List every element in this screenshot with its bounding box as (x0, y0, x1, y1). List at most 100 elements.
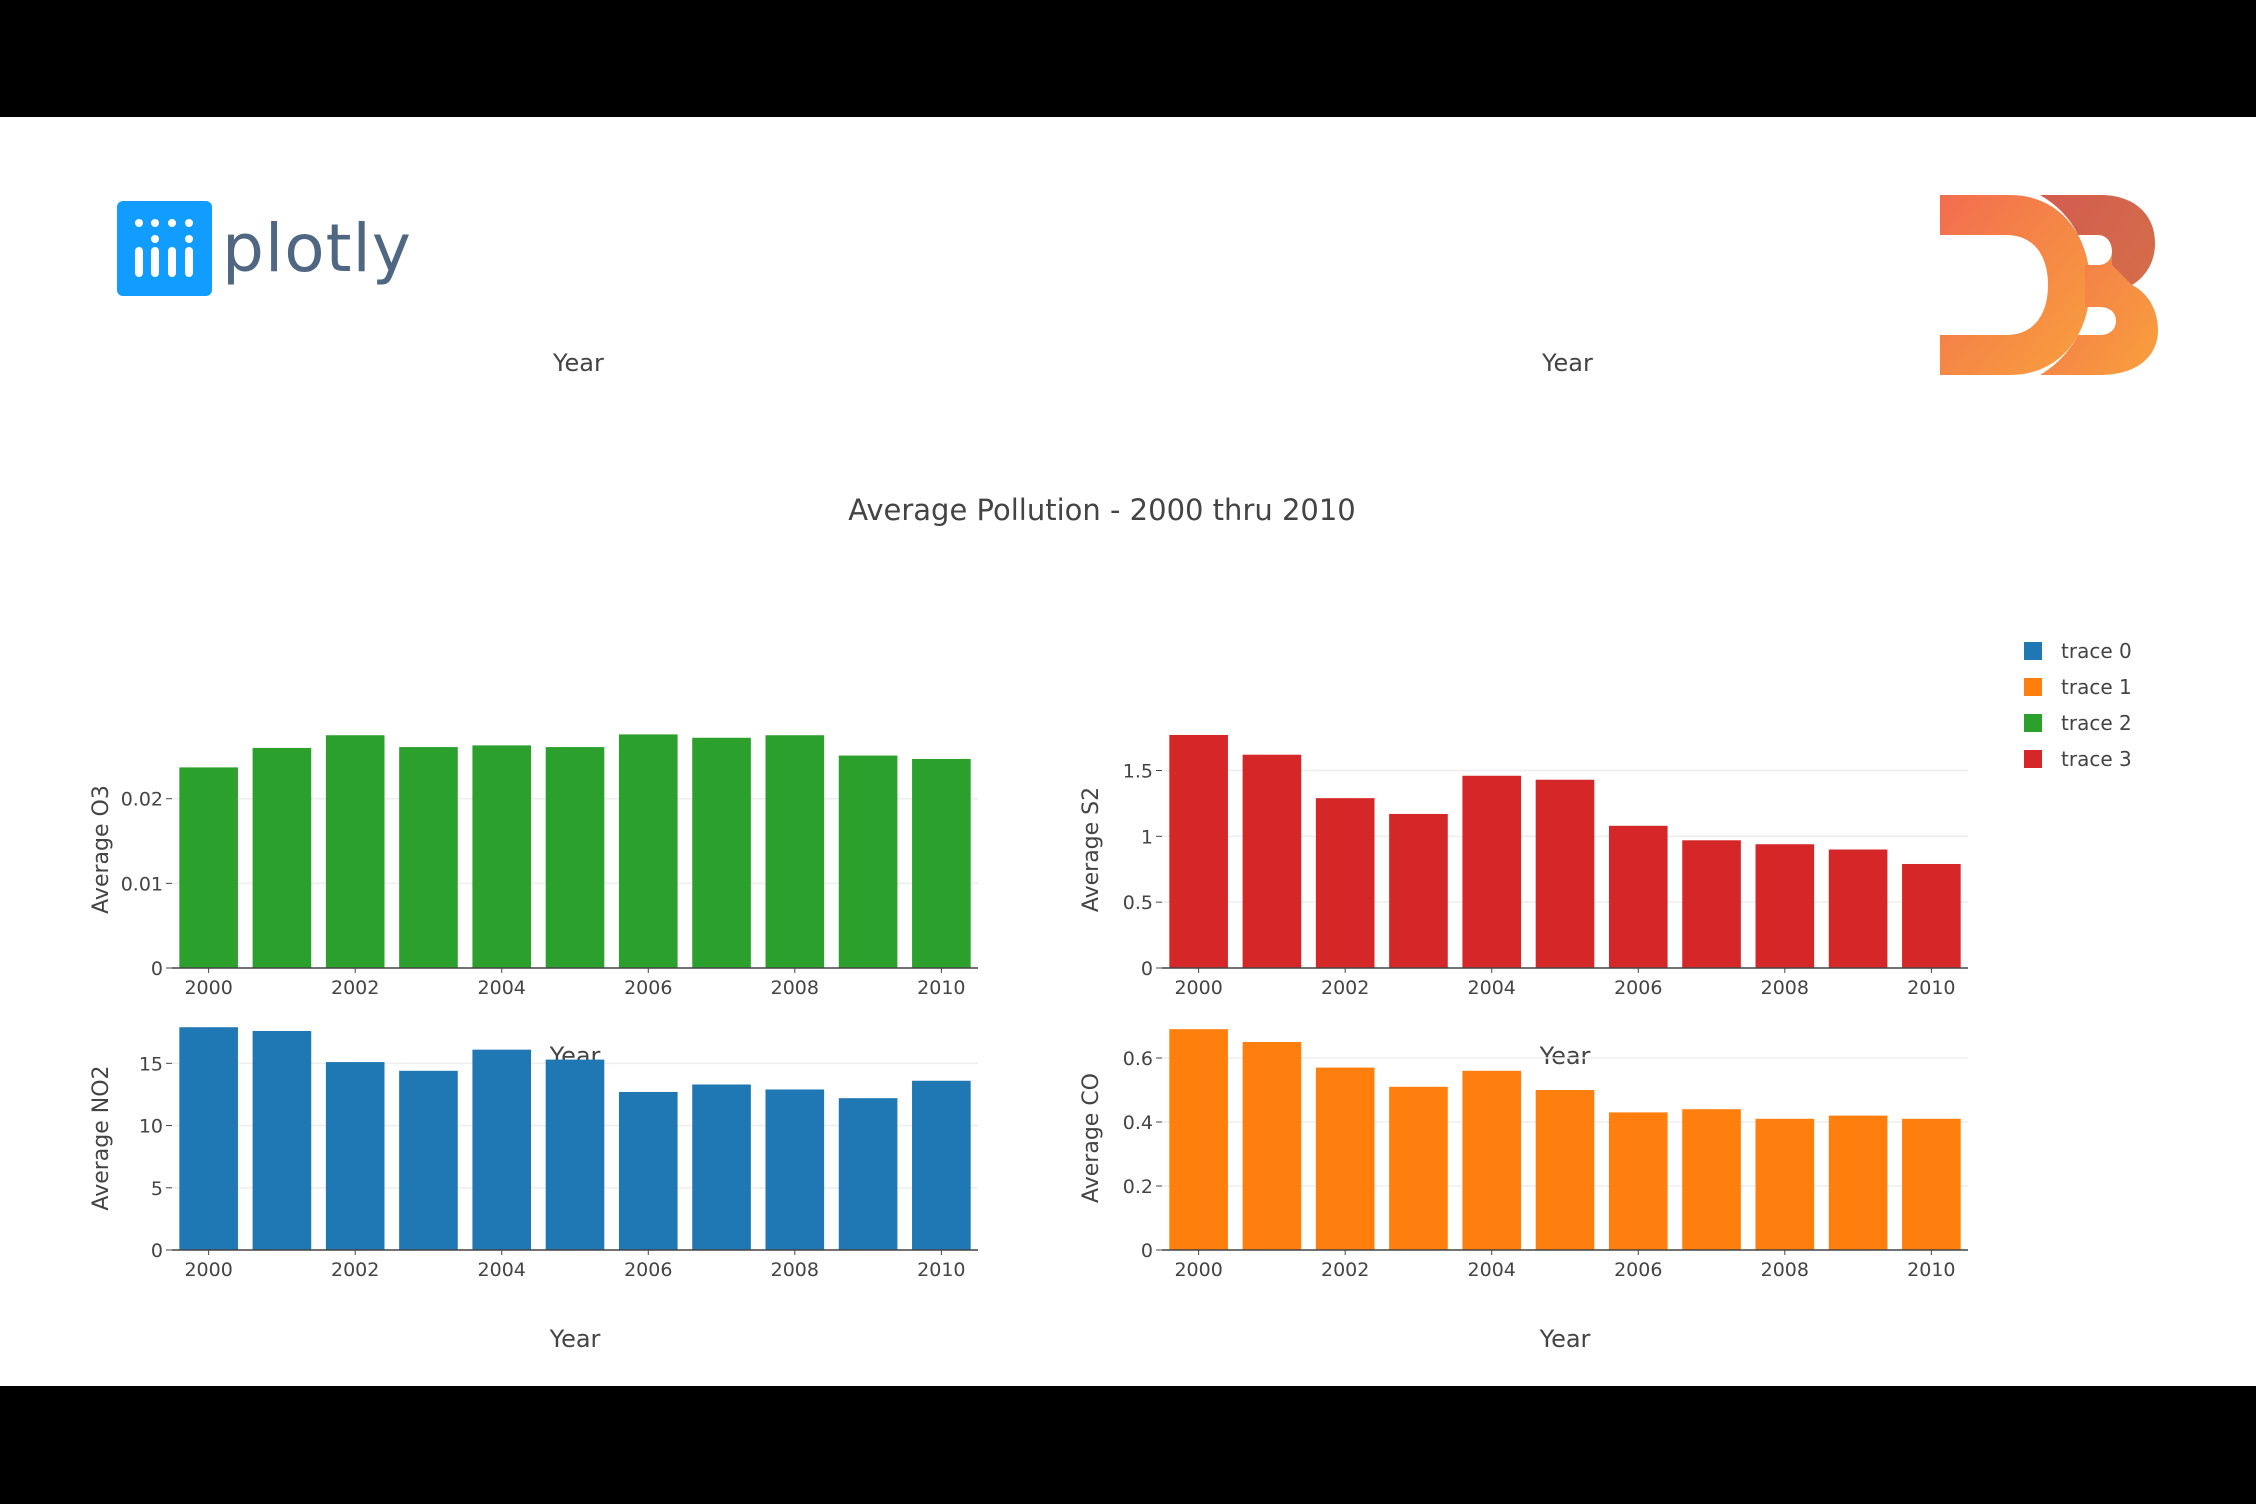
legend-label: trace 1 (2061, 675, 2132, 699)
bar (838, 755, 898, 968)
y-tick-label: 0 (1141, 958, 1153, 980)
y-tick-label: 0.01 (121, 873, 163, 895)
bar (179, 1027, 238, 1250)
bar (1755, 1118, 1815, 1250)
x-tick-label: 2004 (478, 1259, 526, 1281)
bar (1389, 813, 1448, 968)
legend-item[interactable]: trace 1 (2024, 669, 2132, 705)
x-tick-label: 2000 (1174, 1259, 1222, 1281)
x-tick-label: 2004 (1468, 977, 1516, 999)
x-tick-label: 2008 (771, 977, 819, 999)
bar (545, 747, 605, 968)
x-tick-label: 2010 (917, 1259, 965, 1281)
bar (1242, 754, 1302, 968)
y-tick-label: 0.6 (1123, 1048, 1153, 1070)
y-axis-label: Average CO (1079, 1073, 1104, 1203)
bar (838, 1098, 898, 1250)
x-tick-label: 2008 (1761, 1259, 1809, 1281)
x-tick-label: 2010 (1907, 977, 1955, 999)
legend-item[interactable]: trace 3 (2024, 741, 2132, 777)
legend: trace 0 trace 1 trace 2 trace 3 (2024, 633, 2132, 777)
x-tick-label: 2006 (1614, 1259, 1662, 1281)
y-tick-label: 0 (1141, 1240, 1153, 1262)
y-tick-label: 0 (151, 958, 163, 980)
x-tick-label: 2006 (1614, 977, 1662, 999)
legend-item[interactable]: trace 0 (2024, 633, 2132, 669)
bar (765, 1089, 825, 1250)
x-tick-label: 2006 (624, 1259, 672, 1281)
bar (765, 735, 825, 968)
bar (325, 1062, 385, 1250)
y-tick-label: 0.4 (1123, 1112, 1153, 1134)
bar (399, 747, 458, 968)
bar (1535, 1090, 1595, 1250)
chart-title: Average Pollution - 2000 thru 2010 (848, 493, 1356, 527)
x-axis-label: Year (549, 1325, 601, 1353)
bar (1682, 1109, 1741, 1250)
x-tick-label: 2006 (624, 977, 672, 999)
y-tick-label: 10 (139, 1116, 163, 1138)
bar (912, 1080, 971, 1250)
bar (1535, 779, 1595, 968)
legend-swatch (2024, 714, 2042, 732)
bar (545, 1059, 605, 1250)
y-axis-label: Average S2 (1079, 787, 1104, 912)
bar (252, 747, 312, 968)
y-tick-label: 0.2 (1123, 1176, 1153, 1198)
bar (618, 734, 678, 968)
bar (1462, 775, 1522, 968)
d3-logo (1940, 195, 2158, 375)
x-tick-label: 2010 (1907, 1259, 1955, 1281)
subplots-svg: 0 0.01 0.02 2000 2002 2004 2006 2008 2010 Average… (89, 734, 1968, 1353)
x-tick-label: 2004 (478, 977, 526, 999)
bar (399, 1070, 458, 1250)
bar (1682, 840, 1741, 968)
bar (1902, 1118, 1961, 1250)
bar (1169, 1029, 1228, 1250)
legend-label: trace 2 (2061, 711, 2132, 735)
bar (472, 1049, 532, 1250)
bar (1828, 1115, 1888, 1250)
y-tick-label: 1.5 (1123, 761, 1153, 783)
legend-label: trace 0 (2061, 639, 2132, 663)
bar (912, 758, 971, 968)
legend-label: trace 3 (2061, 747, 2132, 771)
bar (325, 735, 385, 968)
bar (1315, 1067, 1375, 1250)
bar (1828, 849, 1888, 968)
y-tick-label: 0 (151, 1240, 163, 1262)
legend-item[interactable]: trace 2 (2024, 705, 2132, 741)
x-tick-label: 2002 (1321, 977, 1369, 999)
x-axis-label: Year (1539, 1325, 1591, 1353)
page-canvas: plotly Year Year Average Pollution - 200… (0, 117, 2256, 1386)
x-tick-label: 2000 (1174, 977, 1222, 999)
bar (179, 767, 238, 968)
bar (1608, 1112, 1668, 1250)
plotly-logo-icon (117, 201, 212, 296)
bar (1608, 825, 1668, 968)
bar (1242, 1042, 1302, 1250)
x-tick-label: 2008 (771, 1259, 819, 1281)
y-tick-label: 0.5 (1123, 892, 1153, 914)
bar (472, 745, 532, 968)
bar (1315, 798, 1375, 968)
x-tick-label: 2000 (184, 1259, 232, 1281)
x-axis-label: Year (1539, 1042, 1591, 1070)
bar (252, 1030, 312, 1250)
y-tick-label: 5 (151, 1178, 163, 1200)
bar (1462, 1070, 1522, 1250)
x-tick-label: 2002 (331, 977, 379, 999)
y-tick-label: 15 (139, 1053, 163, 1075)
legend-swatch (2024, 678, 2042, 696)
bar (618, 1091, 678, 1250)
y-axis-label: Average O3 (89, 785, 114, 914)
subplot-top-right: 0 0.5 1 1.5 2000 2002 2004 2006 2008 2010 Average … (1079, 734, 1968, 1070)
bar (1169, 734, 1228, 968)
y-tick-label: 0.02 (121, 789, 163, 811)
x-tick-label: 2010 (917, 977, 965, 999)
subplot-top-left: 0 0.01 0.02 2000 2002 2004 2006 2008 2010 Average… (89, 734, 978, 1070)
bar (692, 1084, 751, 1250)
x-tick-label: 2000 (184, 977, 232, 999)
legend-swatch (2024, 750, 2042, 768)
y-tick-label: 1 (1141, 826, 1153, 848)
